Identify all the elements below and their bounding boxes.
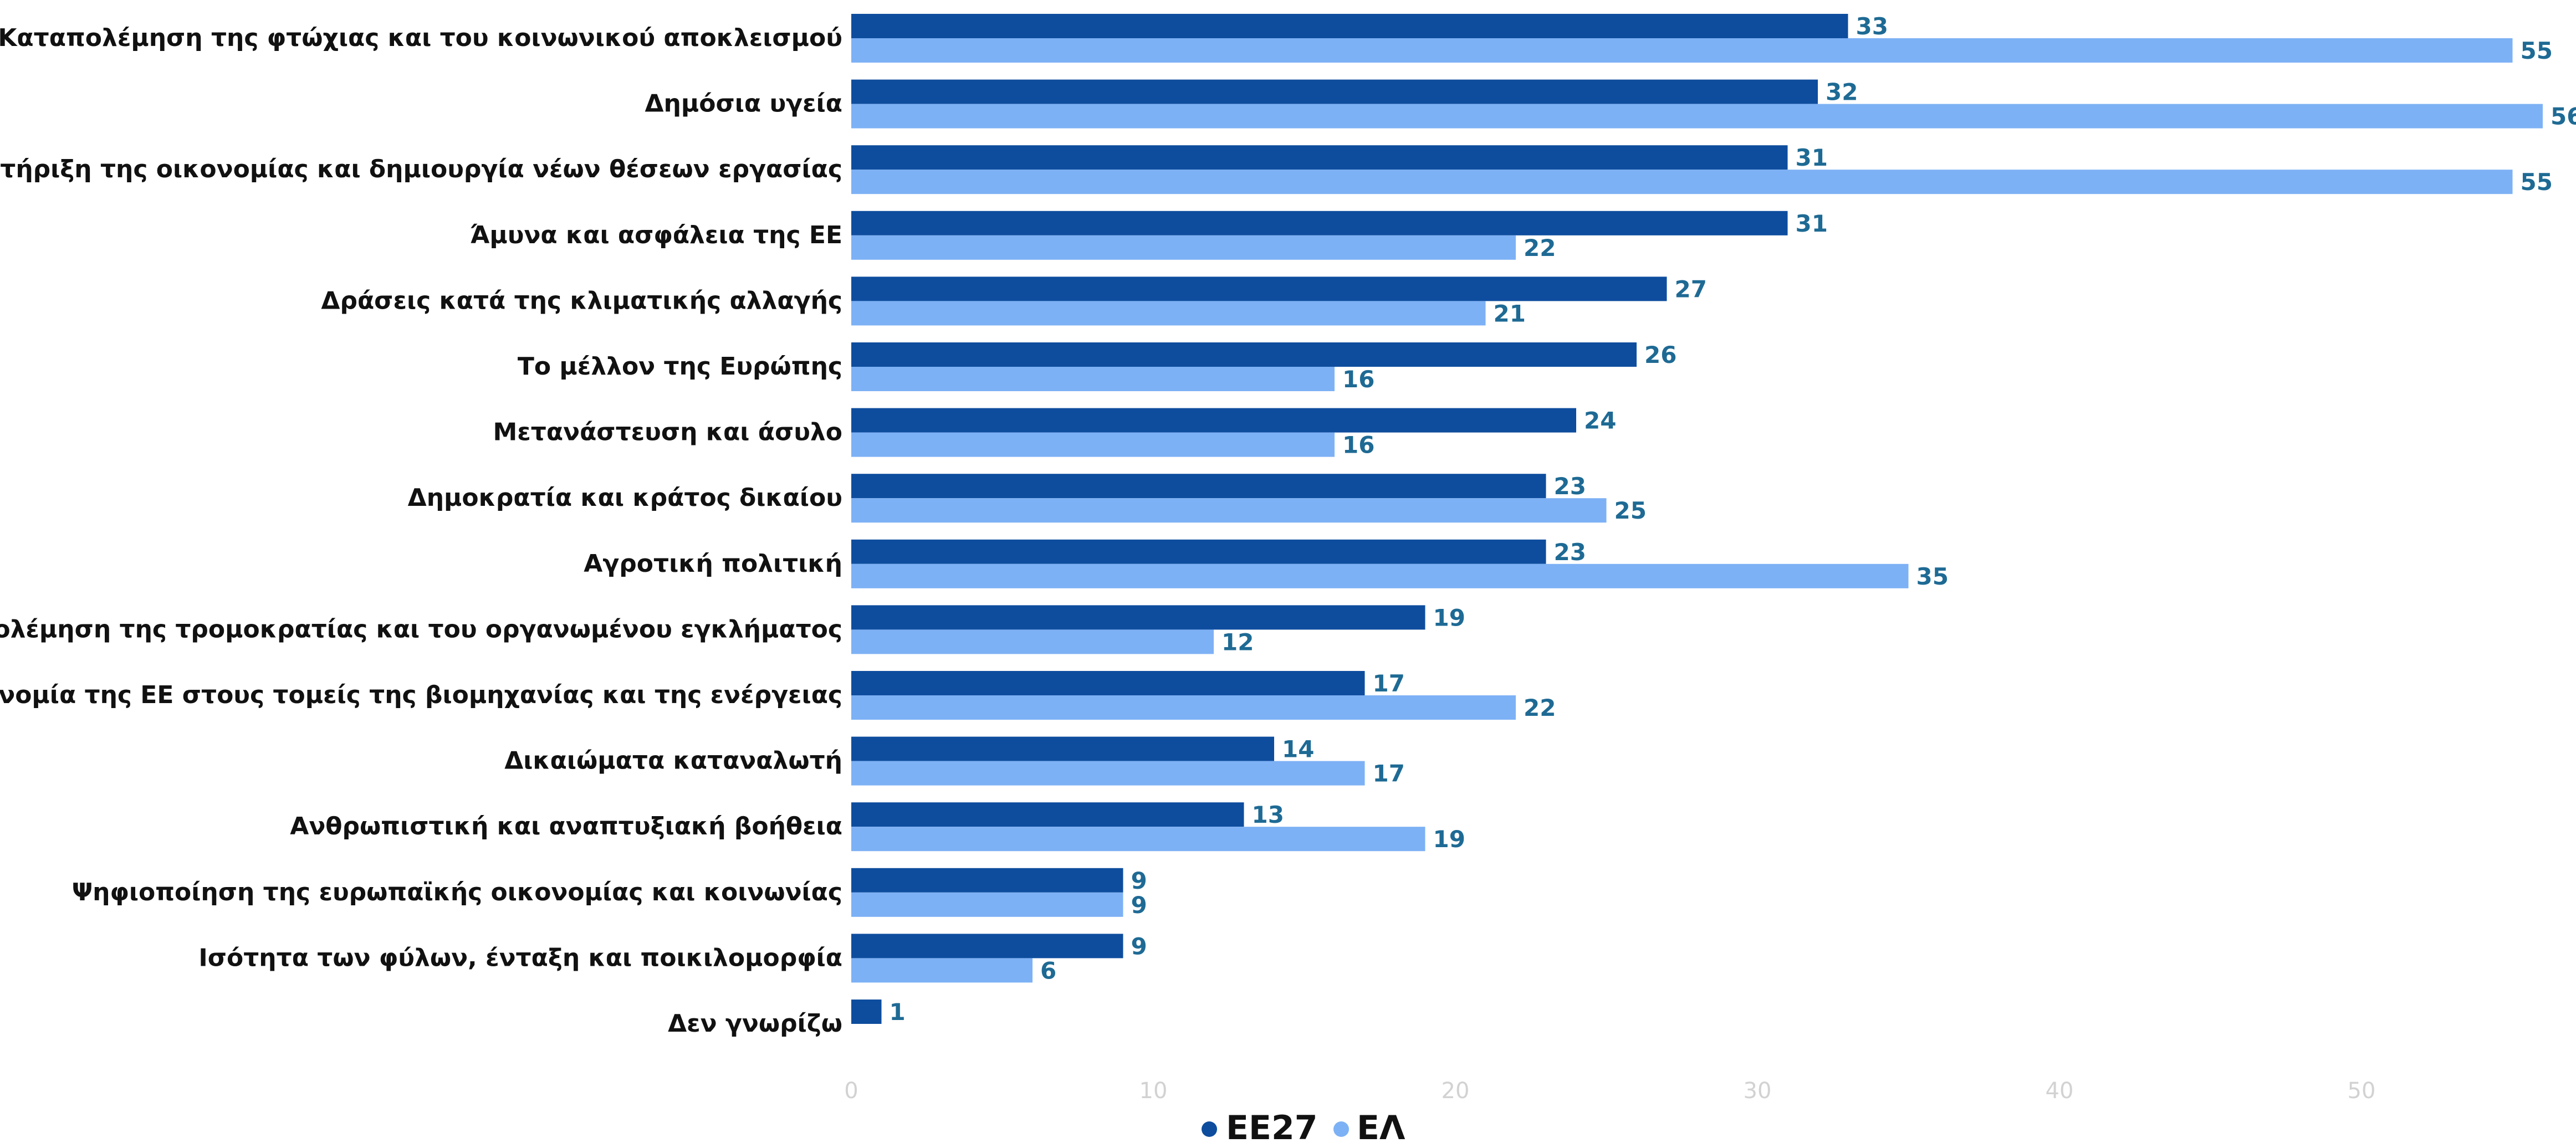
value-label: 19: [1433, 604, 1465, 631]
bar-el: [851, 104, 2543, 129]
category-label: Ισότητα των φύλων, ένταξη και ποικιλομορ…: [198, 944, 842, 972]
value-label: 1: [890, 998, 906, 1026]
category-label: Ψηφιοποίηση της ευρωπαϊκής οικονομίας κα…: [72, 878, 842, 906]
category-label: Δεν γνωρίζω: [668, 1009, 842, 1038]
legend-swatch: [1202, 1121, 1217, 1137]
value-label: 56: [2551, 103, 2576, 130]
bar-eu27: [851, 276, 1667, 301]
bar-el: [851, 235, 1516, 260]
value-label: 32: [1826, 79, 1858, 106]
legend-label: ΕΕ27: [1226, 1109, 1317, 1147]
bar-eu27: [851, 671, 1365, 695]
category-label: Καταπολέμηση της φτώχιας και του κοινωνι…: [0, 24, 842, 52]
x-tick-label: 20: [1442, 1078, 1470, 1104]
value-label: 16: [1342, 432, 1374, 459]
value-labels-layer: 3355325631553122272126162416232523351912…: [890, 13, 2576, 1026]
value-label: 9: [1131, 932, 1147, 960]
bar-el: [851, 301, 1486, 326]
value-label: 13: [1252, 801, 1284, 828]
category-label: Δημόσια υγεία: [645, 90, 843, 118]
legend-swatch: [1333, 1121, 1349, 1137]
category-label: Μετανάστευση και άσυλο: [493, 418, 842, 447]
bar-el: [851, 432, 1335, 457]
bar-el: [851, 629, 1214, 654]
bar-eu27: [851, 539, 1546, 564]
value-label: 6: [1040, 957, 1056, 984]
value-label: 55: [2521, 168, 2553, 196]
value-label: 9: [1131, 891, 1147, 919]
value-label: 22: [1524, 694, 1556, 721]
bar-el: [851, 827, 1425, 852]
value-label: 14: [1282, 736, 1314, 763]
x-tick-label: 10: [1139, 1078, 1168, 1104]
bar-eu27: [851, 605, 1425, 630]
x-tick-label: 50: [2348, 1078, 2376, 1104]
x-tick-label: 40: [2046, 1078, 2074, 1104]
value-label: 25: [1614, 497, 1647, 524]
legend: ΕΕ27 ΕΛ: [1202, 1109, 1405, 1147]
bar-el: [851, 498, 1607, 523]
bar-eu27: [851, 211, 1788, 235]
value-label: 16: [1342, 366, 1374, 393]
bar-el: [851, 695, 1516, 720]
category-label: Δημοκρατία και κράτος δικαίου: [408, 484, 842, 512]
x-tick-label: 0: [844, 1078, 858, 1104]
category-label: Άμυνα και ασφάλεια της ΕΕ: [470, 221, 842, 249]
value-label: 27: [1675, 275, 1707, 303]
value-label: 31: [1796, 144, 1828, 171]
bar-eu27: [851, 868, 1123, 893]
value-label: 23: [1554, 539, 1586, 566]
bar-el: [851, 563, 1909, 588]
bar-eu27: [851, 802, 1244, 827]
bar-el: [851, 892, 1123, 917]
value-label: 21: [1494, 300, 1526, 327]
value-label: 9: [1131, 867, 1147, 894]
x-axis-ticks: 0 10 20 30 40 50: [844, 1078, 2375, 1104]
category-label: Αυτονομία της ΕΕ στους τομείς της βιομηχ…: [0, 681, 842, 709]
x-tick-label: 30: [1744, 1078, 1772, 1104]
value-label: 23: [1554, 473, 1586, 500]
value-label: 17: [1373, 760, 1405, 787]
bar-eu27: [851, 342, 1637, 367]
value-label: 22: [1524, 234, 1556, 262]
bars-layer: [851, 14, 2543, 1024]
legend-label: ΕΛ: [1357, 1109, 1405, 1147]
bar-eu27: [851, 736, 1274, 761]
value-label: 24: [1584, 407, 1616, 434]
category-labels-layer: Καταπολέμηση της φτώχιας και του κοινωνι…: [0, 24, 842, 1038]
value-label: 55: [2521, 37, 2553, 64]
bar-eu27: [851, 145, 1788, 170]
category-label: Το μέλλον της Ευρώπης: [518, 352, 842, 381]
bar-eu27: [851, 14, 1848, 38]
bar-eu27: [851, 934, 1123, 959]
bar-el: [851, 958, 1033, 983]
category-label: Υποστήριξη της οικονομίας και δημιουργία…: [0, 155, 842, 183]
bar-el: [851, 38, 2513, 63]
bar-eu27: [851, 408, 1576, 433]
value-label: 31: [1796, 210, 1828, 237]
category-label: Δικαιώματα καταναλωτή: [504, 747, 842, 775]
value-label: 35: [1916, 563, 1949, 590]
value-label: 33: [1856, 13, 1888, 40]
category-label: Καταπολέμηση της τρομοκρατίας και του ορ…: [0, 615, 842, 643]
bar-el: [851, 367, 1335, 391]
bar-eu27: [851, 474, 1546, 499]
bar-el: [851, 170, 2513, 194]
bar-eu27: [851, 1000, 882, 1024]
value-label: 17: [1373, 670, 1405, 697]
bar-eu27: [851, 79, 1818, 104]
value-label: 12: [1221, 628, 1254, 655]
value-label: 26: [1644, 341, 1677, 368]
bar-el: [851, 761, 1365, 786]
category-label: Δράσεις κατά της κλιματικής αλλαγής: [321, 286, 842, 315]
category-label: Ανθρωπιστική και αναπτυξιακή βοήθεια: [290, 812, 842, 840]
value-label: 19: [1433, 826, 1465, 853]
category-label: Αγροτική πολιτική: [584, 550, 842, 578]
